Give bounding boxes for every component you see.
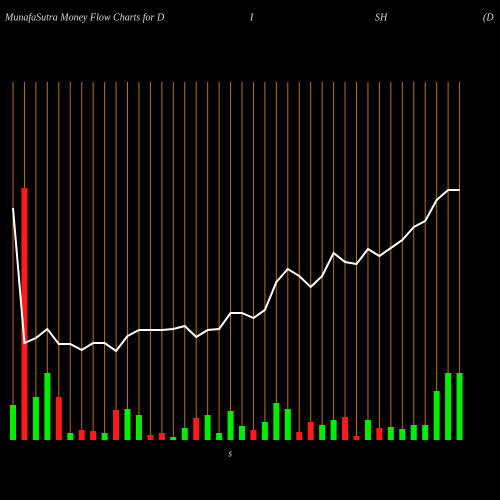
bar [124, 409, 131, 440]
bar [147, 435, 154, 440]
bar [319, 425, 326, 440]
bar [21, 188, 28, 440]
chart-title: I [249, 12, 254, 23]
bar [387, 427, 394, 440]
bar [170, 437, 177, 440]
bar [181, 428, 188, 440]
bar [90, 431, 97, 440]
bar [10, 405, 16, 440]
bar [101, 433, 108, 440]
chart-title: SH [375, 12, 388, 23]
bar [227, 411, 234, 440]
bar [296, 432, 303, 440]
bar [193, 418, 200, 440]
axis-note: $ [228, 451, 232, 459]
bar [250, 430, 257, 440]
bar [67, 433, 74, 440]
bar [433, 391, 440, 440]
bar [422, 425, 429, 440]
bar [44, 373, 51, 440]
bar [135, 415, 142, 440]
line [12, 189, 460, 353]
bar [113, 410, 120, 440]
bar [353, 436, 360, 440]
bar [32, 397, 39, 440]
bar [261, 422, 268, 440]
chart-title: MunafaSutra Money Flow Charts for D [4, 12, 165, 23]
bar [410, 425, 417, 440]
bar [456, 373, 463, 440]
bar [284, 409, 291, 440]
bar [445, 373, 452, 440]
bar [55, 397, 62, 440]
bar [273, 403, 280, 440]
bar [216, 433, 223, 440]
bar [158, 433, 165, 440]
chart-title: (D [483, 12, 494, 23]
bar [364, 420, 371, 440]
bar [307, 422, 314, 440]
bar [330, 420, 337, 440]
bar [204, 415, 211, 440]
bar [78, 430, 85, 440]
bar [399, 429, 406, 440]
bar [342, 417, 349, 440]
bar [239, 426, 245, 440]
bar [376, 428, 383, 440]
